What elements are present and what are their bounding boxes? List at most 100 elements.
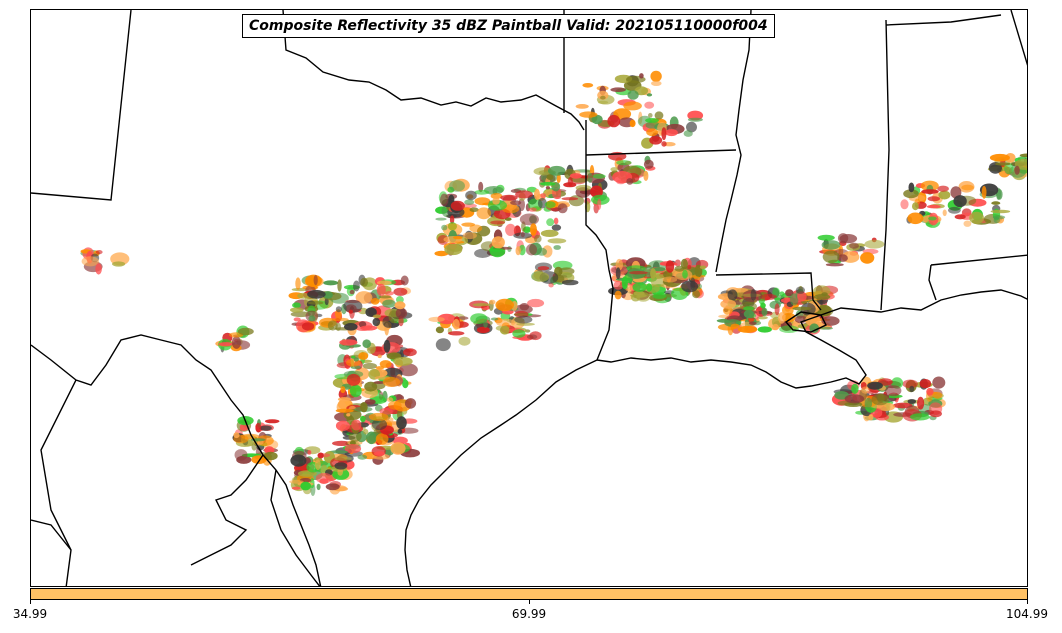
reflectivity-cell bbox=[317, 452, 324, 459]
colorbar-label-mid: 69.99 bbox=[511, 607, 547, 621]
reflectivity-cell bbox=[289, 479, 304, 484]
colorbar-tick-mid bbox=[529, 600, 530, 604]
ar-la-border bbox=[585, 149, 737, 156]
reflectivity-cell bbox=[532, 272, 550, 282]
reflectivity-cell bbox=[579, 111, 598, 118]
reflectivity-cell bbox=[537, 197, 547, 209]
reflectivity-cell bbox=[533, 167, 554, 176]
reflectivity-cell bbox=[332, 440, 351, 446]
reflectivity-cell bbox=[557, 203, 568, 214]
reflectivity-cell bbox=[255, 422, 261, 433]
reflectivity-cell bbox=[348, 309, 353, 314]
reflectivity-cell bbox=[699, 265, 707, 270]
reflectivity-cell bbox=[648, 113, 653, 118]
reflectivity-cell bbox=[335, 420, 350, 431]
reflectivity-cell bbox=[81, 256, 99, 267]
reflectivity-cell bbox=[817, 234, 835, 241]
reflectivity-cell bbox=[357, 454, 368, 460]
reflectivity-cell bbox=[649, 136, 663, 145]
state-and-coast-boundaries bbox=[31, 10, 1027, 586]
reflectivity-cell bbox=[748, 321, 757, 325]
reflectivity-cell bbox=[393, 357, 413, 366]
reflectivity-cell bbox=[760, 302, 766, 309]
reflectivity-cell bbox=[757, 326, 772, 333]
reflectivity-cell bbox=[483, 319, 488, 328]
reflectivity-cell bbox=[377, 354, 382, 359]
reflectivity-cell bbox=[340, 386, 346, 394]
reflectivity-cell bbox=[465, 190, 477, 201]
reflectivity-cell bbox=[398, 316, 404, 327]
reflectivity-cell bbox=[1014, 165, 1020, 175]
reflectivity-cell bbox=[639, 73, 644, 79]
reflectivity-cell bbox=[590, 185, 603, 198]
reflectivity-cell bbox=[813, 294, 831, 300]
reflectivity-cell bbox=[374, 451, 385, 456]
reflectivity-cell bbox=[536, 247, 547, 256]
reflectivity-cell bbox=[400, 275, 409, 286]
reflectivity-cell bbox=[932, 376, 946, 389]
reflectivity-cell bbox=[351, 355, 356, 359]
reflectivity-cell bbox=[386, 417, 394, 423]
reflectivity-cell bbox=[681, 280, 699, 293]
reflectivity-cell bbox=[307, 301, 324, 305]
reflectivity-cell bbox=[386, 397, 394, 403]
reflectivity-cell bbox=[661, 127, 667, 141]
reflectivity-cell bbox=[540, 229, 559, 237]
reflectivity-cell bbox=[912, 202, 919, 211]
reflectivity-cell bbox=[328, 450, 348, 454]
red-river-border bbox=[282, 10, 585, 131]
reflectivity-cell bbox=[909, 385, 915, 393]
reflectivity-cell bbox=[487, 200, 507, 211]
texas-coast bbox=[404, 359, 598, 586]
reflectivity-cell bbox=[464, 199, 475, 205]
map-panel[interactable] bbox=[30, 9, 1028, 587]
reflectivity-cell bbox=[476, 326, 490, 334]
reflectivity-cell bbox=[315, 473, 333, 484]
reflectivity-cell bbox=[379, 360, 392, 368]
reflectivity-cell bbox=[442, 223, 463, 237]
reflectivity-cell bbox=[435, 338, 451, 352]
reflectivity-cell bbox=[458, 336, 471, 346]
reflectivity-cell bbox=[337, 397, 352, 402]
reflectivity-cell bbox=[404, 398, 417, 409]
reflectivity-cell bbox=[395, 307, 408, 319]
reflectivity-cell bbox=[370, 298, 380, 305]
reflectivity-cell bbox=[825, 263, 844, 267]
reflectivity-cell bbox=[95, 250, 103, 255]
reflectivity-cell bbox=[516, 322, 535, 326]
reflectivity-cell bbox=[323, 291, 333, 299]
reflectivity-cell bbox=[961, 184, 974, 191]
reflectivity-cell bbox=[819, 326, 833, 330]
reflectivity-cell bbox=[632, 282, 647, 292]
reflectivity-cell bbox=[779, 325, 799, 334]
reflectivity-cell bbox=[478, 181, 484, 193]
reflectivity-cell bbox=[372, 317, 381, 327]
reflectivity-cell bbox=[234, 449, 248, 461]
reflectivity-cell bbox=[435, 326, 444, 334]
reflectivity-cell bbox=[636, 292, 651, 302]
reflectivity-cell bbox=[544, 201, 556, 209]
reflectivity-cell bbox=[327, 320, 338, 331]
reflectivity-cell bbox=[867, 381, 883, 390]
reflectivity-cell bbox=[919, 379, 932, 389]
reflectivity-cell bbox=[390, 442, 406, 455]
ga-al-line bbox=[885, 14, 1002, 26]
reflectivity-cell bbox=[821, 240, 841, 250]
reflectivity-cell bbox=[325, 483, 340, 491]
reflectivity-cell bbox=[582, 83, 594, 88]
reflectivity-cell bbox=[237, 327, 254, 336]
reflectivity-cell bbox=[937, 185, 949, 192]
reflectivity-cell bbox=[650, 70, 662, 82]
reflectivity-cell bbox=[837, 254, 848, 262]
colorbar-label-max: 104.99 bbox=[1006, 607, 1048, 621]
reflectivity-cell bbox=[540, 182, 556, 186]
reflectivity-cell bbox=[469, 207, 479, 212]
reflectivity-cell bbox=[315, 459, 321, 471]
reflectivity-cell bbox=[346, 413, 351, 417]
nm-tx-border bbox=[31, 10, 132, 201]
reflectivity-cell bbox=[368, 412, 389, 421]
reflectivity-cell bbox=[772, 287, 780, 297]
reflectivity-cell bbox=[239, 423, 249, 431]
reflectivity-cell bbox=[349, 384, 362, 398]
reflectivity-cell bbox=[295, 277, 301, 290]
